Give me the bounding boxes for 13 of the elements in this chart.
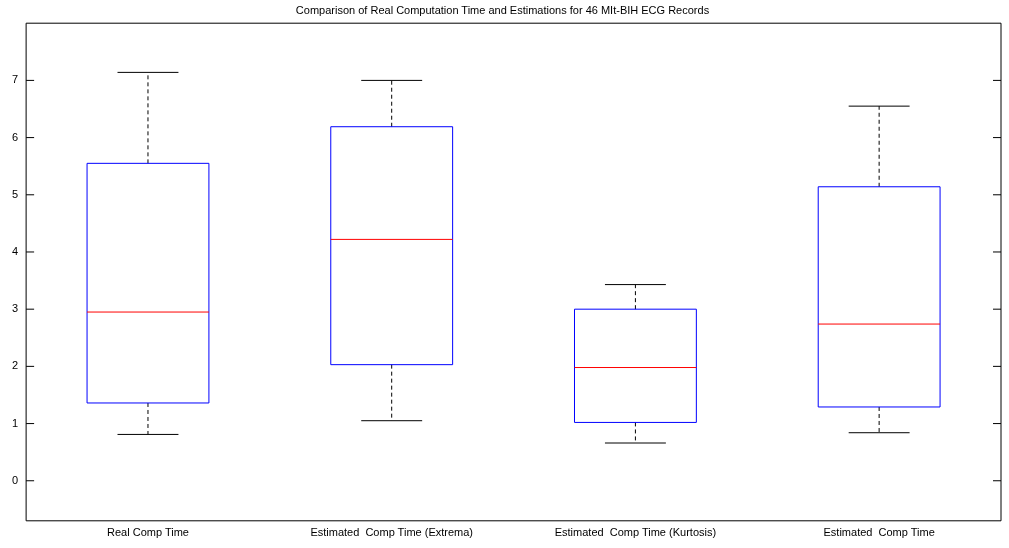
- y-tick-label: 7: [11, 73, 19, 86]
- y-tick-label: 4: [11, 245, 19, 258]
- y-tick-label: 2: [11, 359, 19, 372]
- x-tick-label: Real Comp Time: [107, 526, 189, 539]
- y-tick-label: 6: [11, 130, 19, 143]
- y-tick-label: 3: [11, 302, 19, 315]
- x-tick-label: Estimated Comp Time (Kurtosis): [554, 526, 717, 539]
- y-tick-label: 1: [11, 416, 19, 429]
- y-tick-label: 5: [11, 187, 19, 200]
- x-tick-label: Estimated Comp Time (Extrema): [310, 526, 473, 539]
- x-tick-label: Estimated Comp Time: [823, 526, 935, 539]
- y-tick-label: 0: [11, 473, 19, 486]
- chart-title: Comparison of Real Computation Time and Estimations for 46 MIt-BIH ECG Records: [295, 3, 710, 16]
